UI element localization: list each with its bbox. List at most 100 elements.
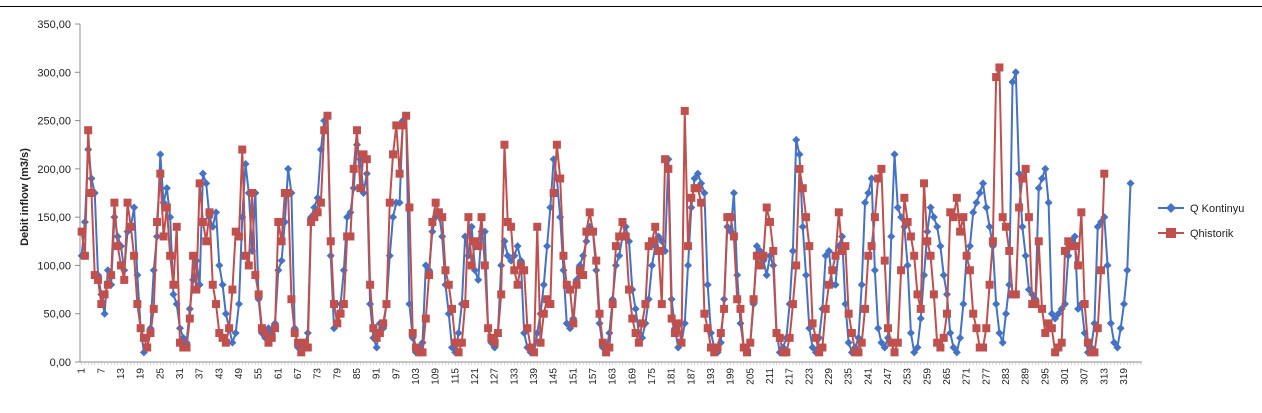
x-tick-label: 181 (667, 368, 678, 385)
data-point (982, 203, 991, 212)
data-point (1064, 237, 1073, 246)
x-tick-label: 247 (883, 368, 894, 385)
data-point (546, 300, 555, 309)
data-point (408, 329, 417, 338)
data-point (212, 208, 221, 217)
data-point (467, 261, 476, 270)
data-point (661, 155, 670, 164)
data-point (100, 309, 109, 318)
data-point (1116, 324, 1125, 333)
data-point (316, 198, 325, 207)
data-point (621, 232, 630, 241)
data-point (346, 232, 355, 241)
data-point (405, 203, 414, 212)
data-point (1018, 222, 1027, 231)
data-point (684, 261, 693, 270)
data-point (500, 140, 509, 149)
data-point (503, 217, 512, 226)
data-point (395, 198, 404, 207)
x-tick-label: 217 (785, 368, 796, 385)
data-point (77, 227, 86, 236)
data-point (670, 329, 679, 338)
data-point (438, 213, 447, 222)
data-point (933, 338, 942, 347)
data-point (215, 329, 224, 338)
data-point (143, 343, 152, 352)
data-point (198, 217, 207, 226)
data-point (697, 198, 706, 207)
x-tick-label: 151 (568, 368, 579, 385)
data-point (923, 237, 932, 246)
data-point (533, 222, 542, 231)
data-point (959, 213, 968, 222)
data-point (366, 280, 375, 289)
data-point (221, 309, 230, 318)
data-point (107, 271, 116, 280)
data-point (497, 290, 506, 299)
data-point (1051, 348, 1060, 357)
data-point (464, 213, 473, 222)
data-point (949, 343, 958, 352)
data-point (979, 343, 988, 352)
x-tick-label: 235 (844, 368, 855, 385)
data-point (972, 198, 981, 207)
data-point (939, 271, 948, 280)
data-point (228, 338, 237, 347)
y-tick-label: 0,00 (50, 357, 71, 369)
data-point (664, 164, 673, 173)
data-point (864, 189, 873, 197)
data-point (372, 343, 381, 352)
data-point (933, 222, 942, 231)
x-tick-label: 127 (490, 368, 501, 385)
data-point (716, 329, 725, 338)
data-point (120, 275, 129, 284)
data-point (1097, 266, 1106, 275)
data-point (1077, 208, 1086, 217)
data-point (1126, 179, 1135, 188)
x-tick-label: 91 (372, 368, 383, 380)
data-point (795, 150, 804, 159)
data-point (926, 251, 935, 260)
data-point (706, 343, 715, 352)
data-point (828, 266, 837, 275)
data-point (690, 174, 699, 183)
data-point (549, 189, 558, 197)
data-point (946, 329, 955, 338)
data-point (366, 300, 375, 309)
x-tick-label: 145 (549, 368, 560, 385)
legend-label: Q Kontinyu (1190, 203, 1244, 215)
data-point (756, 261, 765, 270)
x-tick-label: 61 (273, 368, 284, 380)
data-point (320, 126, 329, 135)
x-tick-label: 109 (431, 368, 442, 385)
data-point (1113, 343, 1122, 352)
data-point (572, 280, 581, 289)
x-tick-label: 85 (352, 368, 363, 380)
data-point (244, 261, 253, 270)
data-point (965, 266, 974, 275)
data-point (218, 280, 227, 289)
data-point (126, 222, 135, 231)
y-axis-title: Debit inflow (m3/s) (19, 148, 31, 246)
data-point (844, 338, 853, 347)
data-point (526, 343, 535, 352)
data-point (782, 348, 791, 357)
data-point (382, 300, 391, 309)
data-point (566, 285, 575, 294)
data-point (864, 251, 873, 260)
x-tick-label: 295 (1040, 368, 1051, 385)
data-point (339, 300, 348, 309)
data-point (824, 246, 833, 255)
x-tick-label: 283 (1001, 368, 1012, 385)
data-point (651, 222, 660, 231)
data-point (523, 324, 532, 333)
legend: Q Kontinyu Qhistorik (1158, 203, 1244, 240)
data-point (965, 242, 974, 251)
data-point (110, 198, 119, 207)
data-point (615, 232, 624, 241)
data-point (248, 189, 257, 197)
x-tick-label: 265 (942, 368, 953, 385)
x-tick-label: 49 (234, 368, 245, 380)
